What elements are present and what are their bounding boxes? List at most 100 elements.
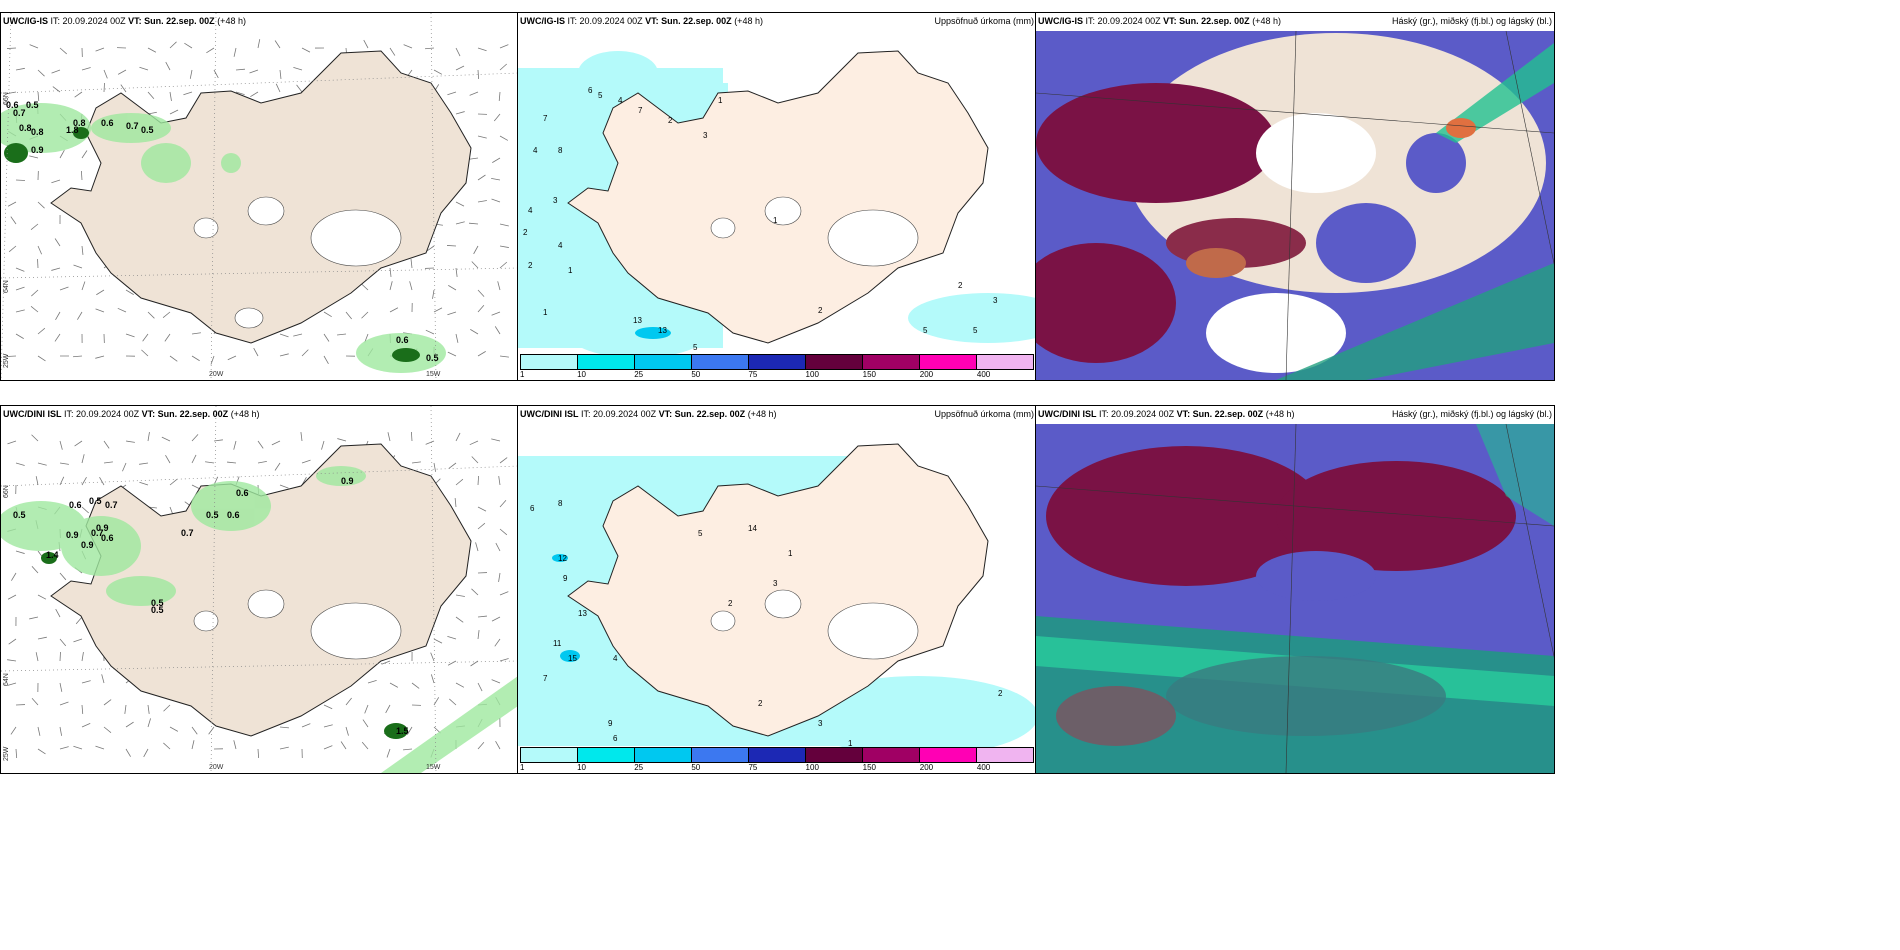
- wind-barb: [301, 459, 311, 464]
- panel-title: Uppsöfnuð úrkoma (mm): [934, 409, 1034, 419]
- wind-barb: [10, 216, 17, 225]
- wind-barb: [477, 69, 480, 80]
- wind-barb: [301, 723, 311, 728]
- wind-barb: [147, 91, 155, 100]
- map-panel-ig-precip[interactable]: UWC/IG-IS IT: 20.09.2024 00Z VT: Sun. 22…: [517, 12, 1037, 381]
- wind-barb: [7, 440, 17, 445]
- wind-barb: [279, 353, 289, 357]
- wind-barb: [471, 456, 479, 464]
- wind-barb: [35, 652, 39, 662]
- wind-barb: [124, 704, 127, 714]
- wind-barb: [81, 67, 91, 71]
- wind-barb: [165, 61, 171, 71]
- wind-barb: [54, 333, 61, 342]
- panel-title: Háský (gr.), miðský (fj.bl.) og lágský (…: [1391, 409, 1552, 419]
- wind-barb: [403, 44, 413, 49]
- wind-barb: [499, 528, 508, 536]
- map-value-label: 3: [703, 131, 708, 140]
- wind-barb: [433, 697, 440, 706]
- wind-barb: [191, 355, 200, 362]
- lat-label-64: 64N: [3, 673, 10, 686]
- panel-header: UWC/IG-IS IT: 20.09.2024 00Z VT: Sun. 22…: [1038, 16, 1281, 26]
- model-name: UWC/DINI ISL: [3, 409, 62, 419]
- wind-barb: [381, 660, 391, 665]
- lead-time: (+48 h): [230, 409, 260, 419]
- wind-barb: [433, 638, 443, 644]
- wind-barb: [491, 616, 501, 622]
- wind-barb: [31, 698, 39, 706]
- wind-map: 0.50.6 0.5 0.70.90.91.40.70.90.60.50.50.70…: [1, 406, 518, 773]
- map-value-label: 4: [528, 206, 533, 215]
- wind-barb: [279, 69, 282, 79]
- wind-barb: [37, 636, 47, 640]
- lon-label-20: 20W: [209, 371, 224, 378]
- wind-barb: [164, 333, 171, 342]
- wind-barb: [7, 594, 17, 600]
- colorbar-swatch: [863, 748, 920, 762]
- map-value-label: 0.7: [126, 121, 139, 131]
- wind-barb: [51, 179, 61, 184]
- map-value-label: 3: [553, 196, 558, 205]
- precip-colorbar: 1 10 25 50 75 100 150 200 400: [518, 354, 1036, 380]
- wind-barb: [497, 281, 501, 291]
- model-name: UWC/IG-IS: [3, 16, 48, 26]
- lat-label-66: 66N: [3, 92, 10, 105]
- wind-barb: [29, 155, 39, 159]
- map-value-label: 5: [598, 91, 603, 100]
- map-value-label: 0.5: [151, 598, 164, 608]
- map-value-label: 1: [773, 216, 778, 225]
- colorbar-tick: 150: [862, 370, 877, 379]
- wind-barb: [184, 42, 193, 49]
- wind-barb: [498, 572, 501, 582]
- wind-barb: [59, 726, 63, 736]
- wind-barb: [31, 566, 39, 574]
- map-value-label: 0.8: [73, 118, 86, 128]
- wind-barb: [409, 281, 413, 291]
- colorbar-swatch: [692, 748, 749, 762]
- wind-barb: [469, 440, 479, 446]
- wind-barb: [139, 66, 149, 71]
- wind-barb: [165, 455, 171, 464]
- map-panel-ig-wind[interactable]: UWC/IG-IS IT: 20.09.2024 00Z VT: Sun. 22…: [0, 12, 519, 381]
- wind-barb: [15, 309, 25, 313]
- map-panel-ig-clouds[interactable]: UWC/IG-IS IT: 20.09.2024 00Z VT: Sun. 22…: [1035, 12, 1555, 381]
- wind-barb: [367, 679, 377, 684]
- map-value-label: 13: [578, 609, 587, 618]
- wind-barb: [139, 462, 149, 465]
- map-value-label: 2: [758, 699, 763, 708]
- map-value-label: 13: [633, 316, 642, 325]
- map-panel-dini-precip[interactable]: UWC/DINI ISL IT: 20.09.2024 00Z VT: Sun.…: [517, 405, 1037, 774]
- wind-barb: [191, 740, 195, 750]
- wind-barb: [455, 267, 458, 277]
- map-value-label: 0.6: [69, 500, 82, 510]
- wind-barb: [446, 245, 457, 247]
- precip-shading: [1, 103, 446, 373]
- panel-header: UWC/DINI ISL IT: 20.09.2024 00Z VT: Sun.…: [520, 409, 777, 419]
- wind-barb: [125, 333, 135, 338]
- wind-barb: [7, 659, 17, 662]
- wind-barb: [477, 135, 487, 139]
- colorbar-tick: 25: [634, 370, 644, 379]
- wind-barb: [163, 704, 171, 712]
- colorbar-tick: 400: [976, 370, 991, 379]
- wind-barb: [37, 355, 46, 362]
- lead-time: (+48 h): [1252, 16, 1281, 26]
- wind-barb: [183, 91, 193, 96]
- wind-barb: [103, 69, 108, 79]
- wind-barb: [499, 500, 507, 508]
- colorbar-swatch: [920, 355, 977, 369]
- wind-barb: [99, 477, 105, 486]
- wind-barb: [271, 440, 281, 446]
- map-value-label: 5: [693, 343, 698, 352]
- cloud-map: [1036, 423, 1554, 773]
- map-panel-dini-clouds[interactable]: UWC/DINI ISL IT: 20.09.2024 00Z VT: Sun.…: [1035, 405, 1555, 774]
- wind-barb: [499, 261, 508, 269]
- valid-time: Sun. 22.sep. 00Z: [1192, 409, 1264, 419]
- wind-barb: [37, 748, 46, 755]
- wind-barb: [59, 286, 69, 291]
- wind-barb: [191, 332, 201, 335]
- wind-barb: [8, 245, 17, 253]
- map-value-label: 5: [698, 529, 703, 538]
- wind-barb: [279, 484, 289, 489]
- map-panel-dini-wind[interactable]: UWC/DINI ISL IT: 20.09.2024 00Z VT: Sun.…: [0, 405, 519, 774]
